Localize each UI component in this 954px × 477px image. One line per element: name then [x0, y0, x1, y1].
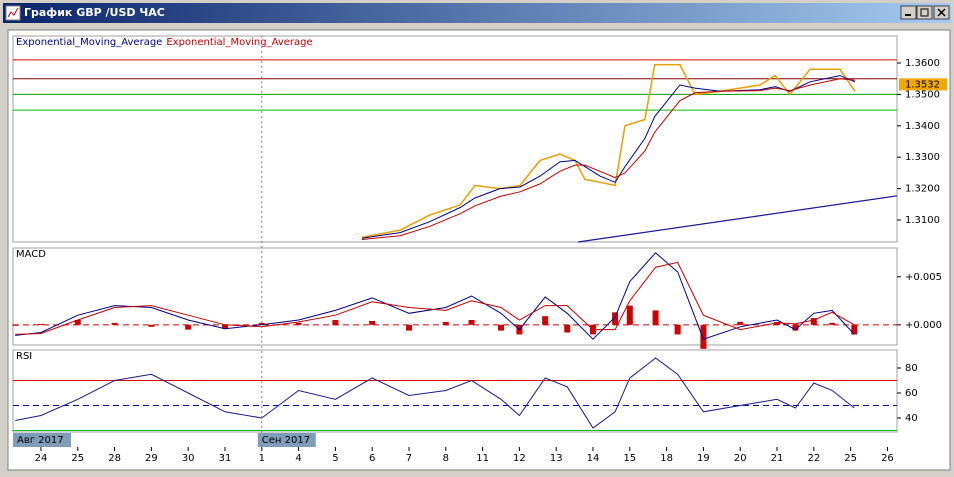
series-line: [15, 357, 855, 429]
histogram-bar: [792, 324, 799, 331]
y-tick-label: 1.3200: [905, 184, 940, 195]
x-tick-label: 29: [145, 453, 158, 464]
month-label: Сен 2017: [262, 435, 310, 446]
x-tick-label: 26: [881, 453, 894, 464]
histogram-bar: [111, 322, 118, 325]
histogram-bar: [612, 312, 619, 325]
histogram-bar: [542, 316, 549, 325]
month-label-box: [257, 433, 316, 447]
x-tick-label: 24: [35, 453, 48, 464]
y-tick-label: 1.3300: [905, 152, 940, 163]
y-tick-label: 80: [905, 363, 918, 374]
series-line: [361, 63, 856, 239]
x-tick-label: 11: [476, 453, 489, 464]
histogram-bar: [468, 320, 475, 325]
histogram-bar: [442, 321, 449, 325]
histogram-bar: [369, 320, 376, 325]
chart-area: [7, 29, 951, 471]
panel-title: RSI: [16, 351, 32, 362]
panel-title: MACD: [16, 249, 46, 260]
y-tick-label: +0.005: [905, 272, 942, 283]
x-tick-label: 7: [406, 453, 412, 464]
histogram-bar: [12, 324, 19, 326]
x-tick-label: 25: [71, 453, 84, 464]
histogram-bar: [674, 324, 681, 335]
histogram-bar: [74, 320, 81, 325]
x-tick-label: 4: [295, 453, 301, 464]
month-label: Авг 2017: [17, 435, 64, 446]
histogram-bar: [405, 324, 412, 331]
panel-frame: [12, 35, 898, 243]
x-tick-label: 28: [108, 453, 121, 464]
legend: Exponential_Moving_Average Exponential_Mo…: [16, 37, 313, 48]
x-tick-label: 30: [182, 453, 195, 464]
legend: MACD: [16, 249, 46, 260]
histogram-bar: [652, 310, 659, 325]
x-tick-label: 18: [660, 453, 673, 464]
window-title: График GBP /USD ЧАС: [24, 6, 165, 19]
trend-line: [577, 195, 898, 243]
x-tick-label: 25: [844, 453, 857, 464]
x-tick-label: 13: [550, 453, 563, 464]
series-line: [15, 261, 855, 335]
y-tick-label: 40: [905, 413, 918, 424]
histogram-bar: [221, 324, 228, 329]
y-tick-label: 1.3500: [905, 89, 940, 100]
x-tick-label: 31: [219, 453, 232, 464]
y-tick-label: 1.3600: [905, 58, 940, 69]
histogram-bar: [700, 324, 707, 349]
window-icon: [5, 5, 21, 21]
maximize-button[interactable]: [916, 5, 933, 20]
window-buttons: [900, 5, 950, 20]
close-glyph: [937, 8, 946, 17]
x-tick-label: 6: [369, 453, 375, 464]
window-icon-glyph: [7, 7, 19, 18]
x-tick-label: 20: [734, 453, 747, 464]
x-tick-label: 22: [807, 453, 820, 464]
histogram-bar: [737, 321, 744, 325]
series-line: [361, 75, 856, 239]
series-line: [361, 78, 856, 240]
minimize-button[interactable]: [900, 5, 917, 20]
last-price-label: 1.3532: [905, 79, 940, 90]
last-price-marker: [899, 78, 947, 91]
histogram-bar: [626, 305, 633, 325]
histogram-bar: [829, 322, 836, 325]
histogram-bar: [37, 323, 44, 325]
title-bar: [3, 3, 951, 23]
histogram-bar: [258, 322, 265, 325]
month-label-box: [13, 433, 71, 447]
x-tick-label: 12: [513, 453, 526, 464]
y-tick-label: 1.3400: [905, 121, 940, 132]
histogram-bar: [851, 324, 858, 335]
histogram-bar: [810, 318, 817, 325]
x-tick-label: 5: [332, 453, 338, 464]
maximize-glyph: [920, 8, 929, 17]
legend-entry: Exponential_Moving_Average: [16, 37, 162, 48]
x-tick-label: 15: [623, 453, 636, 464]
y-tick-label: +0.000: [905, 320, 942, 331]
histogram-bar: [295, 322, 302, 325]
x-tick-label: 14: [587, 453, 600, 464]
x-tick-label: 1: [259, 453, 265, 464]
panel-frame: [12, 349, 898, 433]
legend-entry: Exponential_Moving_Average: [166, 37, 312, 48]
histogram-bar: [148, 324, 155, 327]
histogram-bar: [185, 324, 192, 330]
legend: RSI: [16, 351, 32, 362]
histogram-bar: [498, 324, 505, 331]
y-tick-label: 1.3100: [905, 215, 940, 226]
histogram-bar: [564, 324, 571, 333]
x-tick-label: 8: [443, 453, 449, 464]
series-line: [15, 252, 855, 340]
panel-frame: [12, 247, 898, 346]
histogram-bar: [332, 320, 339, 325]
x-tick-label: 19: [697, 453, 710, 464]
y-tick-label: 60: [905, 388, 918, 399]
plot: 1.3600 1.3500 1.3400 1.3300 1.3200 1.3100 Expo…: [12, 35, 947, 464]
x-tick-label: 21: [771, 453, 784, 464]
